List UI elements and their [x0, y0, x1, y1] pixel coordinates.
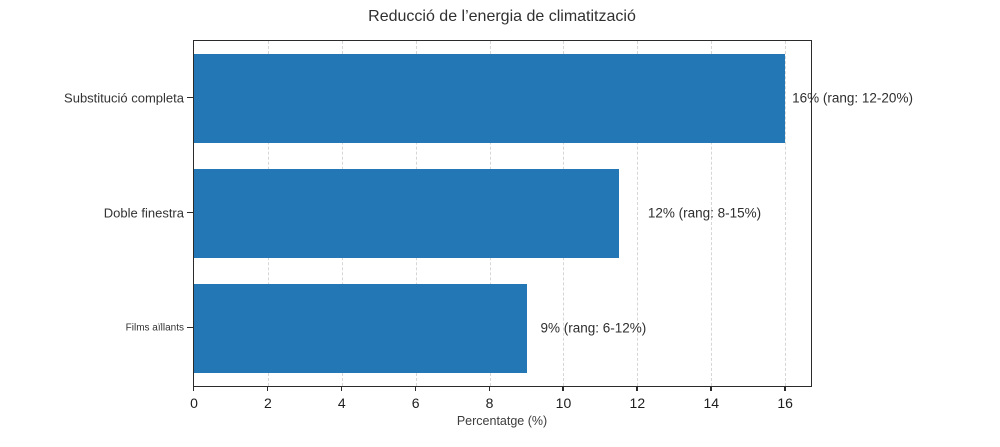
- x-tick-mark-6: [414, 386, 417, 392]
- bar-value-label-2: 9% (rang: 6-12%): [540, 320, 647, 335]
- x-tick-mark-12: [636, 386, 638, 392]
- x-tick-mark-0: [193, 386, 195, 392]
- x-tick-label-10: 10: [555, 395, 572, 411]
- x-tick-label-2: 2: [263, 395, 272, 411]
- x-tick-label-6: 6: [411, 395, 420, 411]
- x-tick-mark-4: [340, 386, 343, 392]
- bar-2: [194, 284, 527, 373]
- y-tick-mark-0: [187, 96, 193, 99]
- x-tick-mark-16: [784, 386, 786, 392]
- chart-title: Reducció de l’energia de climatització: [368, 8, 636, 25]
- x-tick-label-12: 12: [629, 395, 646, 411]
- y-tick-mark-1: [187, 211, 193, 214]
- gridline-x-16: [785, 41, 787, 386]
- bar-0: [194, 54, 786, 143]
- x-tick-label-14: 14: [703, 395, 720, 411]
- x-tick-mark-8: [488, 386, 490, 392]
- category-label-2: Films aïllants: [125, 322, 184, 333]
- x-tick-mark-10: [562, 386, 564, 392]
- bar-1: [194, 169, 619, 258]
- y-tick-mark-2: [187, 326, 193, 329]
- gridline-x-14: [711, 41, 713, 386]
- x-axis-title: Percentatge (%): [456, 414, 548, 428]
- x-tick-label-16: 16: [777, 395, 793, 411]
- plot-area: [193, 40, 812, 387]
- category-label-1: Doble finestra: [103, 205, 184, 220]
- bar-value-label-1: 12% (rang: 8-15%): [647, 205, 762, 220]
- x-tick-label-4: 4: [337, 395, 346, 411]
- category-label-0: Substitució completa: [64, 90, 184, 105]
- x-tick-mark-2: [266, 386, 269, 392]
- bar-value-label-0: 16% (rang: 12-20%): [792, 90, 913, 105]
- x-tick-mark-14: [710, 386, 712, 392]
- x-tick-label-0: 0: [190, 395, 198, 411]
- x-tick-label-8: 8: [485, 395, 494, 411]
- gridline-x-12: [637, 41, 639, 386]
